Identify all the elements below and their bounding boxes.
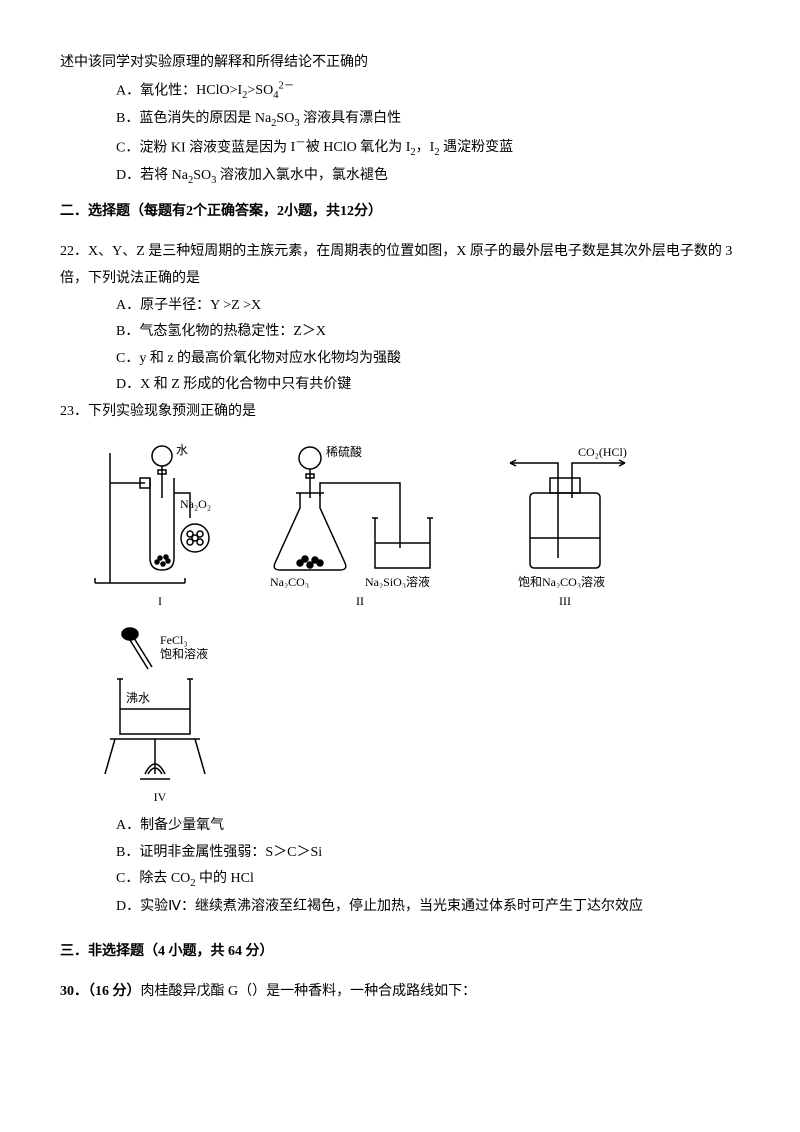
diagram-IV-svg: FeCl₃ 饱和溶液 沸水 [90, 624, 230, 784]
diagram-II: 稀硫酸 Na₂CO₃ Na₂SiO₃溶液 II [260, 438, 460, 613]
q21-B-formula: Na2SO3 溶液具有漂白性 [255, 111, 401, 126]
diagram-IV-boil-label: 沸水 [126, 691, 150, 705]
q21-B-prefix: B．蓝色消失的原因是 [116, 111, 255, 126]
diagram-III-gas-label: CO₂(HCl) [578, 445, 627, 459]
q23-diagrams-row-2: FeCl₃ 饱和溶液 沸水 IV [90, 624, 740, 809]
q21-option-C: C．淀粉 KI 溶液变蓝是因为 I－被 HClO 氧化为 I2，I2 遇淀粉变蓝 [60, 134, 740, 163]
diagram-III-label: III [559, 590, 571, 613]
q22-option-D: D．X 和 Z 形成的化合物中只有共价键 [60, 372, 740, 399]
q22-stem: 22．X、Y、Z 是三种短周期的主族元素，在周期表的位置如图，X 原子的最外层电… [60, 239, 740, 292]
q21-D-formula: Na2SO3 溶液加入氯水中，氯水褪色 [172, 168, 388, 183]
q23-option-D: D．实验Ⅳ：继续煮沸溶液至红褐色，停止加热，当光束通过体系时可产生丁达尔效应 [60, 894, 740, 921]
diagram-I-label: I [158, 590, 162, 613]
q23-option-B: B．证明非金属性强弱：S＞C＞Si [60, 840, 740, 867]
diagram-II-label: II [356, 590, 364, 613]
diagram-I-water-label: 水 [176, 443, 188, 457]
q23-option-C: C．除去 CO2 中的 HCl [60, 866, 740, 894]
diagram-III: CO₂(HCl) 饱和Na₂CO₃溶液 III [490, 438, 640, 613]
diagram-II-na2sio3-label: Na₂SiO₃溶液 [365, 574, 430, 588]
diagram-I-na2o2-label: Na₂O₂ [180, 497, 211, 511]
q21-option-B: B．蓝色消失的原因是 Na2SO3 溶液具有漂白性 [60, 106, 740, 134]
diagram-II-svg: 稀硫酸 Na₂CO₃ Na₂SiO₃溶液 [260, 438, 460, 588]
diagram-IV-fecl3-label: FeCl₃ [160, 633, 188, 647]
q30-stem: 30．（16 分）肉桂酸异戊酯 G（）是一种香料，一种合成路线如下： [60, 979, 740, 1006]
q21-option-D: D．若将 Na2SO3 溶液加入氯水中，氯水褪色 [60, 163, 740, 191]
q21-C-prefix: C．淀粉 KI 溶液变蓝是因为 [116, 140, 291, 155]
section-3-title: 三．非选择题（4 小题，共 64 分） [60, 939, 740, 966]
diagram-II-na2co3-label: Na₂CO₃ [270, 575, 309, 588]
q22-option-B: B．气态氢化物的热稳定性：Z＞X [60, 319, 740, 346]
diagram-IV-label: IV [154, 786, 167, 809]
q21-A-formula: HClO>I2>SO42－ [196, 83, 294, 98]
q21-D-prefix: D．若将 [116, 168, 172, 183]
diagram-IV-sat-label: 饱和溶液 [160, 646, 208, 661]
diagram-III-svg: CO₂(HCl) 饱和Na₂CO₃溶液 [490, 438, 640, 588]
diagram-III-sol-label: 饱和Na₂CO₃溶液 [518, 574, 605, 588]
q23-option-A: A．制备少量氧气 [60, 813, 740, 840]
q21-stem-trailing: 述中该同学对实验原理的解释和所得结论不正确的 [60, 50, 740, 77]
diagram-I-svg: 水 Na₂O₂ [90, 438, 230, 588]
diagram-II-acid-label: 稀硫酸 [326, 444, 362, 459]
section-2-title: 二．选择题（每题有2个正确答案，2小题，共12分） [60, 199, 740, 226]
q23-diagrams-row-1: 水 Na₂O₂ I [90, 438, 740, 613]
diagram-I: 水 Na₂O₂ I [90, 438, 230, 613]
q21-C-formula: I－被 HClO 氧化为 I2，I2 遇淀粉变蓝 [291, 140, 513, 155]
q22-option-C: C．y 和 z 的最高价氧化物对应水化物均为强酸 [60, 346, 740, 373]
q21-A-prefix: A．氧化性： [116, 83, 196, 98]
diagram-IV: FeCl₃ 饱和溶液 沸水 IV [90, 624, 230, 809]
q22-option-A: A．原子半径：Y >Z >X [60, 293, 740, 320]
q21-option-A: A．氧化性：HClO>I2>SO42－ [60, 77, 740, 106]
q23-stem: 23．下列实验现象预测正确的是 [60, 399, 740, 426]
